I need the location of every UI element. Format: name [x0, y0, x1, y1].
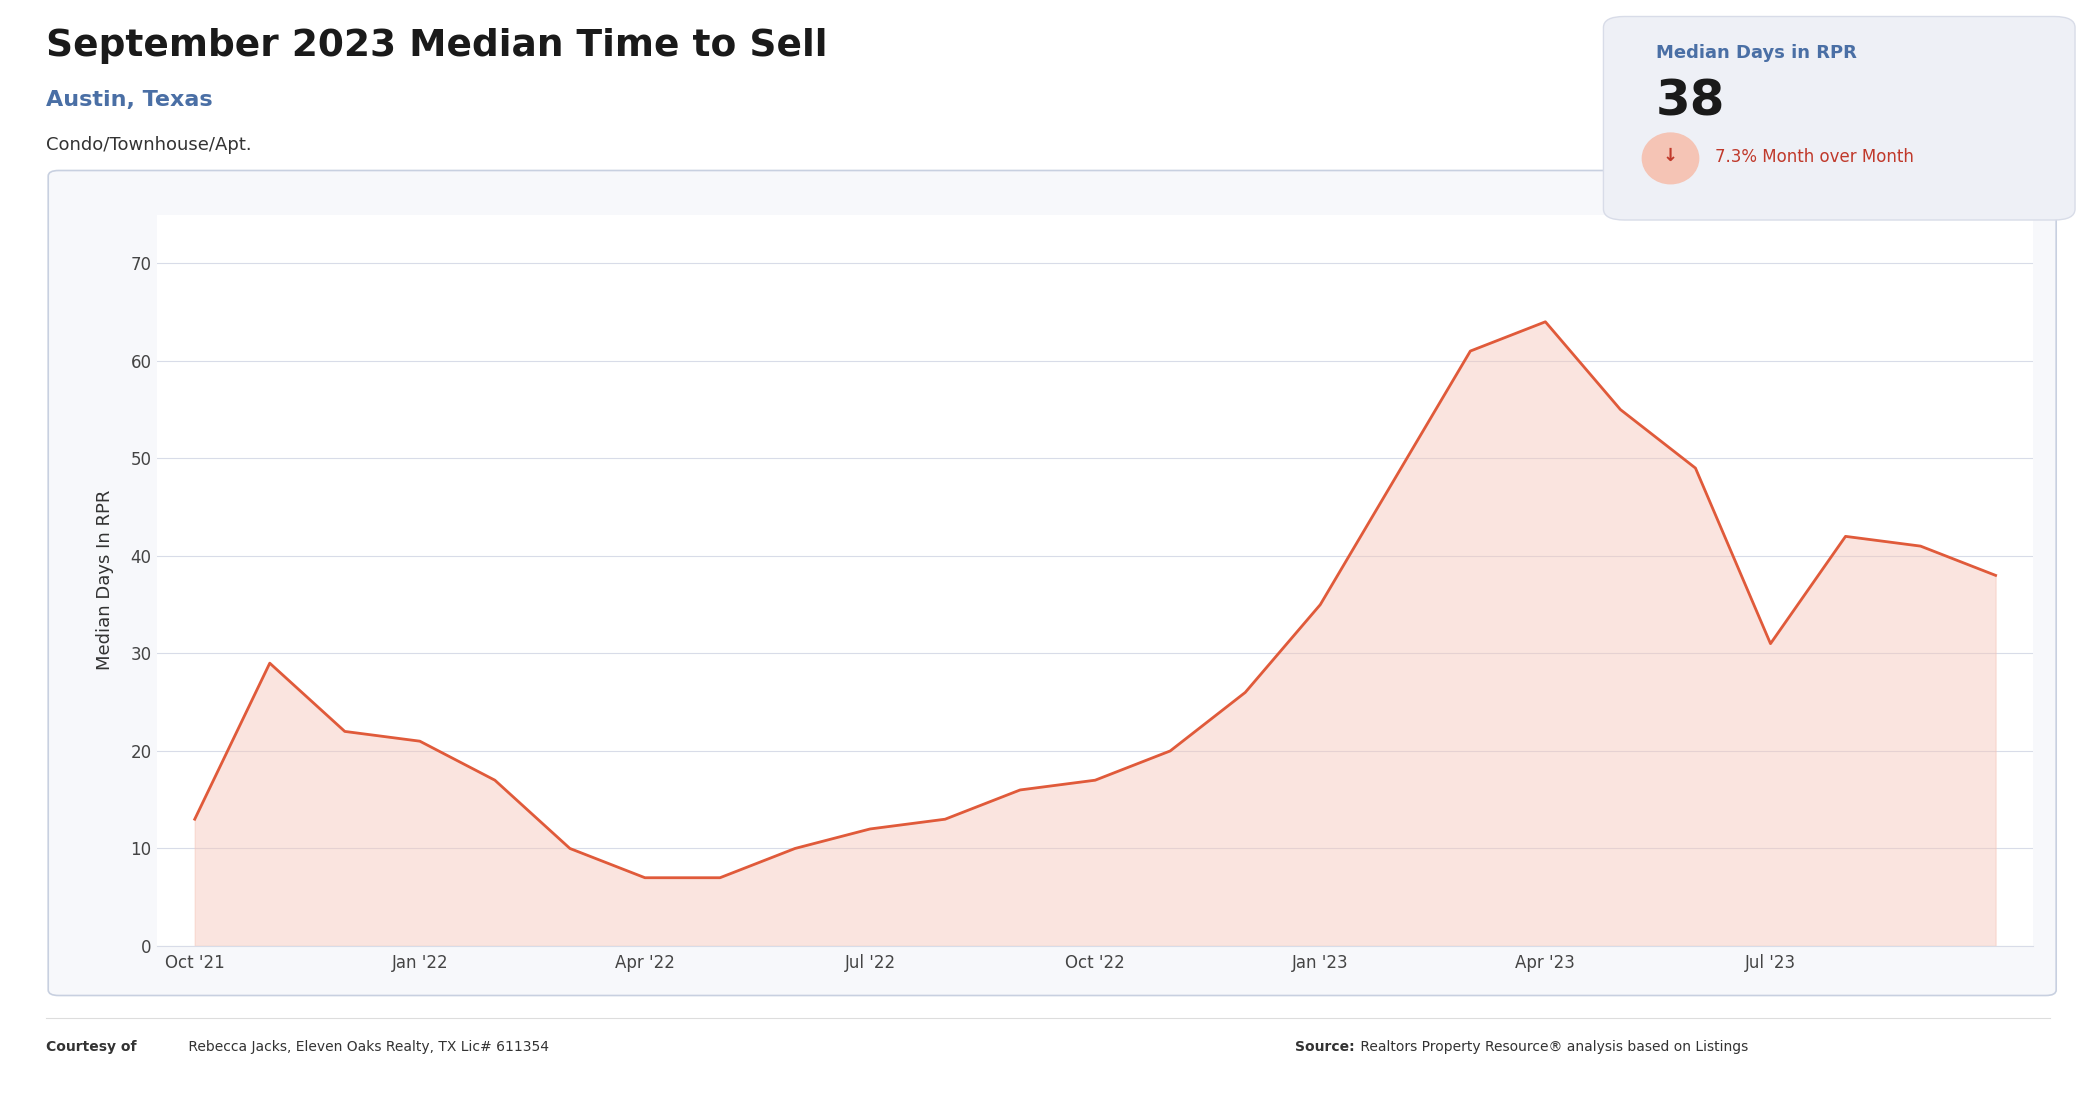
- Text: 7.3% Month over Month: 7.3% Month over Month: [1715, 148, 1914, 166]
- Text: Source:: Source:: [1295, 1041, 1354, 1054]
- Y-axis label: Median Days In RPR: Median Days In RPR: [96, 491, 113, 670]
- Text: 38: 38: [1656, 77, 1725, 125]
- Text: Rebecca Jacks, Eleven Oaks Realty, TX Lic# 611354: Rebecca Jacks, Eleven Oaks Realty, TX Li…: [184, 1041, 549, 1054]
- Circle shape: [1643, 133, 1698, 184]
- Text: Austin, Texas: Austin, Texas: [46, 90, 212, 110]
- Text: Realtors Property Resource® analysis based on Listings: Realtors Property Resource® analysis bas…: [1356, 1041, 1748, 1054]
- Text: Condo/Townhouse/Apt.: Condo/Townhouse/Apt.: [46, 136, 252, 154]
- Text: Courtesy of: Courtesy of: [46, 1041, 136, 1054]
- Text: ↓: ↓: [1662, 146, 1679, 165]
- Text: Median Days in RPR: Median Days in RPR: [1656, 44, 1857, 62]
- Text: September 2023 Median Time to Sell: September 2023 Median Time to Sell: [46, 28, 828, 64]
